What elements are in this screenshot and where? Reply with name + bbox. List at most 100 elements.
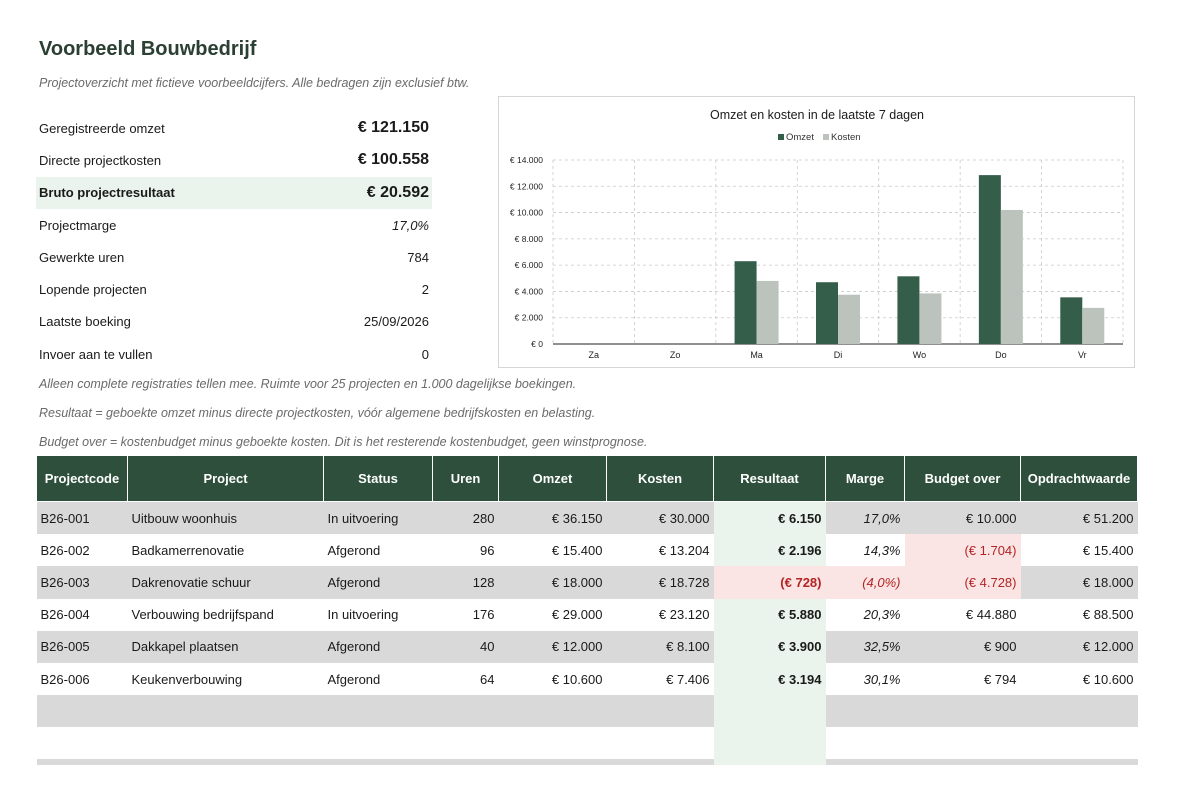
table-cell[interactable]: € 30.000 [606, 501, 714, 535]
table-cell[interactable]: € 15.400 [498, 534, 607, 567]
table-cell[interactable]: 20,3% [825, 598, 905, 631]
table-cell[interactable]: (€ 1.704) [904, 534, 1021, 567]
table-cell[interactable]: Badkamerrenovatie [127, 534, 324, 567]
empty-cell[interactable] [432, 759, 499, 766]
empty-cell[interactable] [1020, 727, 1138, 760]
empty-cell[interactable] [498, 695, 607, 728]
table-cell[interactable]: € 36.150 [498, 501, 607, 535]
table-cell[interactable]: B26-005 [36, 630, 128, 663]
table-cell[interactable]: € 23.120 [606, 598, 714, 631]
table-cell[interactable]: € 10.600 [1020, 662, 1138, 696]
empty-cell[interactable] [825, 759, 905, 766]
empty-row[interactable] [36, 695, 1138, 728]
table-cell[interactable]: € 44.880 [904, 598, 1021, 631]
empty-cell[interactable] [127, 759, 324, 766]
table-cell[interactable]: € 3.900 [713, 630, 826, 663]
column-header[interactable]: Uren [432, 455, 499, 502]
bar-omzet-wo[interactable] [897, 276, 920, 344]
table-cell[interactable]: € 10.000 [904, 501, 1021, 535]
table-cell[interactable]: Afgerond [323, 534, 433, 567]
empty-cell[interactable] [713, 695, 826, 728]
table-row[interactable]: B26-005 Dakkapel plaatsen Afgerond 40 € 12.0… [36, 630, 1138, 663]
table-cell[interactable]: € 29.000 [498, 598, 607, 631]
table-cell[interactable]: 40 [432, 630, 499, 663]
table-cell[interactable]: Uitbouw woonhuis [127, 501, 324, 535]
table-cell[interactable]: € 794 [904, 662, 1021, 696]
bar-omzet-vr[interactable] [1060, 297, 1083, 344]
empty-cell[interactable] [323, 727, 433, 760]
empty-cell[interactable] [36, 759, 128, 766]
empty-row[interactable] [36, 759, 1138, 766]
table-cell[interactable]: 176 [432, 598, 499, 631]
table-cell[interactable]: 64 [432, 662, 499, 696]
empty-cell[interactable] [1020, 695, 1138, 728]
column-header[interactable]: Resultaat [713, 455, 826, 502]
table-cell[interactable]: € 3.194 [713, 662, 826, 696]
table-cell[interactable]: (€ 4.728) [904, 566, 1021, 599]
table-cell[interactable]: € 88.500 [1020, 598, 1138, 631]
empty-cell[interactable] [904, 759, 1021, 766]
table-row[interactable]: B26-003 Dakrenovatie schuur Afgerond 128 € 1… [36, 566, 1138, 599]
table-cell[interactable]: € 15.400 [1020, 534, 1138, 567]
empty-cell[interactable] [904, 727, 1021, 760]
table-cell[interactable]: (4,0%) [825, 566, 905, 599]
bar-kosten-vr[interactable] [1082, 307, 1105, 344]
column-header[interactable]: Opdrachtwaarde [1020, 455, 1138, 502]
table-cell[interactable]: € 2.196 [713, 534, 826, 567]
table-row[interactable]: B26-006 Keukenverbouwing Afgerond 64 € 10.60… [36, 662, 1138, 696]
table-cell[interactable]: Afgerond [323, 566, 433, 599]
column-header[interactable]: Projectcode [36, 455, 128, 502]
table-cell[interactable]: Dakkapel plaatsen [127, 630, 324, 663]
table-cell[interactable]: 14,3% [825, 534, 905, 567]
column-header[interactable]: Project [127, 455, 324, 502]
table-row[interactable]: B26-001 Uitbouw woonhuis In uitvoering 280 €… [36, 501, 1138, 535]
column-header[interactable]: Status [323, 455, 433, 502]
table-cell[interactable]: 280 [432, 501, 499, 535]
table-cell[interactable]: € 5.880 [713, 598, 826, 631]
table-cell[interactable]: 32,5% [825, 630, 905, 663]
table-cell[interactable]: 30,1% [825, 662, 905, 696]
table-cell[interactable]: B26-006 [36, 662, 128, 696]
bar-kosten-ma[interactable] [756, 280, 779, 344]
table-cell[interactable]: Afgerond [323, 662, 433, 696]
table-row[interactable]: B26-004 Verbouwing bedrijfspand In uitvoer… [36, 598, 1138, 631]
empty-cell[interactable] [606, 727, 714, 760]
empty-cell[interactable] [127, 695, 324, 728]
table-cell[interactable]: 96 [432, 534, 499, 567]
table-cell[interactable]: € 51.200 [1020, 501, 1138, 535]
bar-kosten-do[interactable] [1000, 209, 1023, 344]
table-cell[interactable]: € 18.000 [1020, 566, 1138, 599]
empty-cell[interactable] [498, 759, 607, 766]
empty-cell[interactable] [498, 727, 607, 760]
bar-omzet-ma[interactable] [734, 261, 757, 344]
empty-cell[interactable] [1020, 759, 1138, 766]
table-cell[interactable]: B26-004 [36, 598, 128, 631]
empty-cell[interactable] [825, 727, 905, 760]
empty-cell[interactable] [432, 695, 499, 728]
empty-cell[interactable] [713, 759, 826, 766]
table-cell[interactable]: Afgerond [323, 630, 433, 663]
table-cell[interactable]: In uitvoering [323, 598, 433, 631]
table-cell[interactable]: Dakrenovatie schuur [127, 566, 324, 599]
table-cell[interactable]: € 12.000 [1020, 630, 1138, 663]
empty-row[interactable] [36, 727, 1138, 760]
empty-cell[interactable] [606, 759, 714, 766]
table-cell[interactable]: € 18.000 [498, 566, 607, 599]
table-cell[interactable]: € 8.100 [606, 630, 714, 663]
table-cell[interactable]: € 6.150 [713, 501, 826, 535]
empty-cell[interactable] [323, 759, 433, 766]
table-cell[interactable]: € 10.600 [498, 662, 607, 696]
bar-kosten-di[interactable] [838, 294, 860, 344]
bar-omzet-di[interactable] [816, 282, 838, 344]
table-cell[interactable]: Verbouwing bedrijfspand [127, 598, 324, 631]
column-header[interactable]: Kosten [606, 455, 714, 502]
empty-cell[interactable] [713, 727, 826, 760]
table-cell[interactable]: In uitvoering [323, 501, 433, 535]
column-header[interactable]: Budget over [904, 455, 1021, 502]
table-cell[interactable]: € 18.728 [606, 566, 714, 599]
table-cell[interactable]: € 900 [904, 630, 1021, 663]
empty-cell[interactable] [904, 695, 1021, 728]
table-cell[interactable]: 128 [432, 566, 499, 599]
table-cell[interactable]: B26-001 [36, 501, 128, 535]
empty-cell[interactable] [432, 727, 499, 760]
